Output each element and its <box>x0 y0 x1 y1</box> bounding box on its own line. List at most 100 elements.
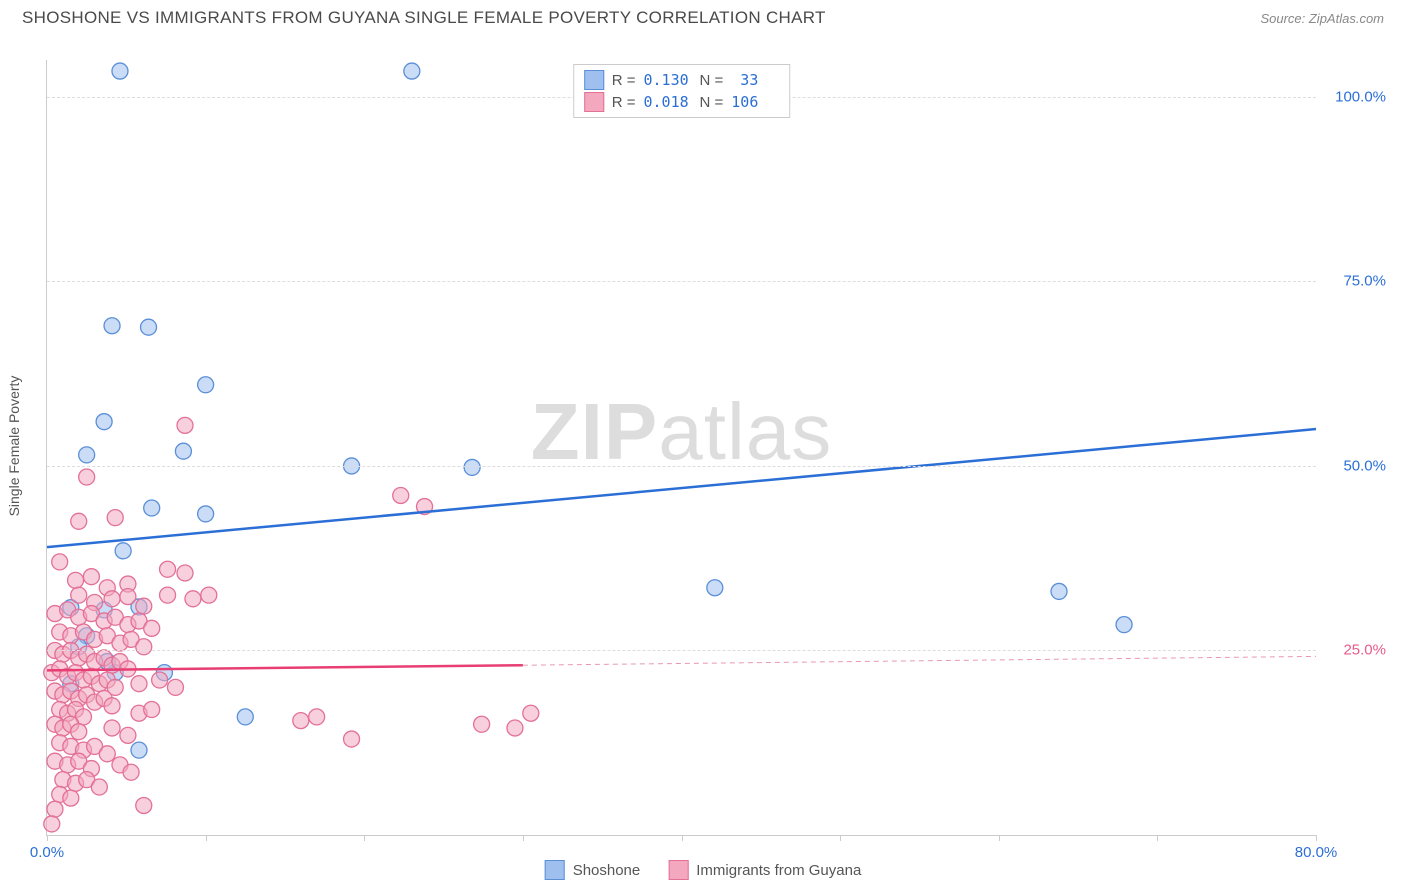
data-point-guyana <box>309 709 325 725</box>
data-point-guyana <box>136 598 152 614</box>
data-point-guyana <box>63 790 79 806</box>
scatter-svg <box>47 60 1316 835</box>
data-point-guyana <box>160 587 176 603</box>
gridline <box>47 650 1316 651</box>
data-point-guyana <box>79 469 95 485</box>
data-point-guyana <box>71 724 87 740</box>
data-point-guyana <box>47 801 63 817</box>
data-point-guyana <box>104 698 120 714</box>
data-point-shoshone <box>707 580 723 596</box>
data-point-guyana <box>177 565 193 581</box>
series-legend: Shoshone Immigrants from Guyana <box>545 860 862 880</box>
r-label: R = <box>612 94 636 111</box>
data-point-shoshone <box>141 319 157 335</box>
data-point-guyana <box>44 816 60 832</box>
n-label: N = <box>700 94 724 111</box>
gridline <box>47 281 1316 282</box>
chart-title: SHOSHONE VS IMMIGRANTS FROM GUYANA SINGL… <box>22 8 826 28</box>
data-point-guyana <box>507 720 523 736</box>
data-point-guyana <box>344 731 360 747</box>
y-axis-label: Single Female Poverty <box>6 376 22 517</box>
x-tick <box>999 835 1000 841</box>
header: SHOSHONE VS IMMIGRANTS FROM GUYANA SINGL… <box>0 0 1406 32</box>
swatch-shoshone <box>584 70 604 90</box>
data-point-shoshone <box>112 63 128 79</box>
data-point-shoshone <box>175 443 191 459</box>
r-value-shoshone: 0.130 <box>644 71 692 89</box>
y-tick-label: 75.0% <box>1343 273 1386 290</box>
data-point-shoshone <box>1116 617 1132 633</box>
data-point-guyana <box>144 702 160 718</box>
data-point-guyana <box>136 639 152 655</box>
data-point-guyana <box>120 589 136 605</box>
data-point-guyana <box>177 417 193 433</box>
data-point-guyana <box>160 561 176 577</box>
swatch-guyana <box>584 92 604 112</box>
y-tick-label: 50.0% <box>1343 457 1386 474</box>
trend-line <box>523 656 1316 665</box>
data-point-shoshone <box>237 709 253 725</box>
correlation-legend-row: R = 0.130 N = 33 <box>584 69 780 91</box>
data-point-guyana <box>185 591 201 607</box>
data-point-guyana <box>523 705 539 721</box>
data-point-guyana <box>71 587 87 603</box>
data-point-guyana <box>131 676 147 692</box>
data-point-guyana <box>83 569 99 585</box>
data-point-guyana <box>474 716 490 732</box>
n-label: N = <box>700 72 724 89</box>
data-point-shoshone <box>198 377 214 393</box>
data-point-guyana <box>52 554 68 570</box>
data-point-guyana <box>107 510 123 526</box>
data-point-guyana <box>152 672 168 688</box>
data-point-shoshone <box>464 459 480 475</box>
data-point-guyana <box>120 727 136 743</box>
data-point-shoshone <box>131 742 147 758</box>
data-point-shoshone <box>96 414 112 430</box>
legend-label: Immigrants from Guyana <box>696 862 861 879</box>
data-point-guyana <box>144 620 160 636</box>
data-point-guyana <box>136 797 152 813</box>
data-point-guyana <box>393 487 409 503</box>
swatch-guyana <box>668 860 688 880</box>
chart-plot-area: ZIPatlas R = 0.130 N = 33 R = 0.018 N = … <box>46 60 1316 836</box>
n-value-shoshone: 33 <box>731 71 779 89</box>
y-tick-label: 100.0% <box>1335 88 1386 105</box>
data-point-shoshone <box>104 318 120 334</box>
r-value-guyana: 0.018 <box>644 93 692 111</box>
r-label: R = <box>612 72 636 89</box>
data-point-shoshone <box>198 506 214 522</box>
data-point-guyana <box>104 591 120 607</box>
data-point-guyana <box>201 587 217 603</box>
x-tick <box>364 835 365 841</box>
data-point-shoshone <box>404 63 420 79</box>
legend-label: Shoshone <box>573 862 641 879</box>
n-value-guyana: 106 <box>731 93 779 111</box>
data-point-guyana <box>293 713 309 729</box>
correlation-legend-row: R = 0.018 N = 106 <box>584 91 780 113</box>
trend-line <box>47 429 1316 547</box>
correlation-legend: R = 0.130 N = 33 R = 0.018 N = 106 <box>573 64 791 118</box>
x-tick <box>1157 835 1158 841</box>
x-tick <box>523 835 524 841</box>
x-tick-label: 80.0% <box>1295 844 1338 861</box>
data-point-guyana <box>91 779 107 795</box>
data-point-guyana <box>68 572 84 588</box>
swatch-shoshone <box>545 860 565 880</box>
x-tick <box>840 835 841 841</box>
legend-item-guyana: Immigrants from Guyana <box>668 860 861 880</box>
data-point-shoshone <box>144 500 160 516</box>
y-tick-label: 25.0% <box>1343 642 1386 659</box>
source-label: Source: ZipAtlas.com <box>1260 11 1384 26</box>
x-tick <box>682 835 683 841</box>
data-point-guyana <box>123 764 139 780</box>
data-point-shoshone <box>115 543 131 559</box>
gridline <box>47 466 1316 467</box>
data-point-guyana <box>71 513 87 529</box>
data-point-shoshone <box>1051 583 1067 599</box>
x-tick <box>206 835 207 841</box>
data-point-shoshone <box>79 447 95 463</box>
legend-item-shoshone: Shoshone <box>545 860 641 880</box>
data-point-guyana <box>104 720 120 736</box>
x-tick <box>1316 835 1317 841</box>
data-point-guyana <box>99 746 115 762</box>
